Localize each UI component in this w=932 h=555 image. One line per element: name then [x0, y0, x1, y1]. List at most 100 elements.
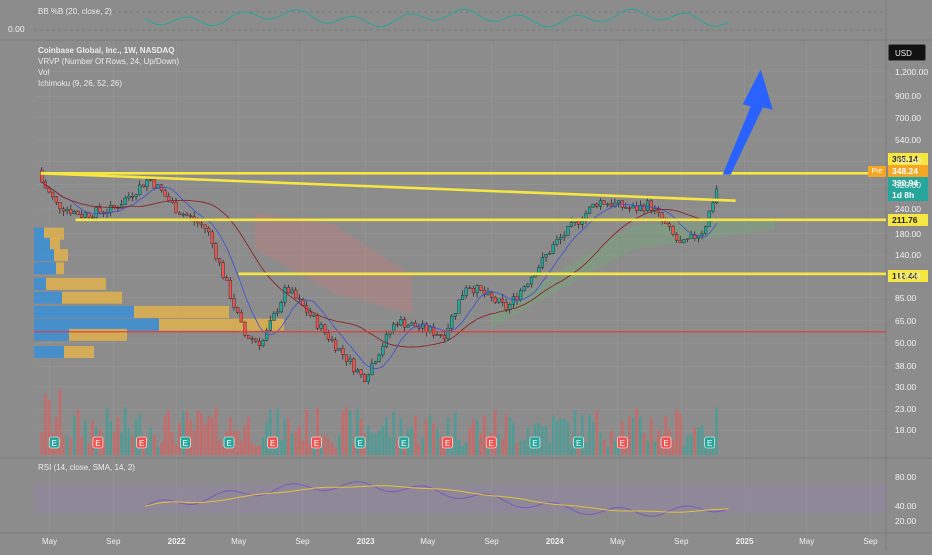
earnings-marker: E	[617, 436, 628, 449]
candle-body	[624, 207, 628, 209]
ichimoku-legend[interactable]: Ichimoku (9, 26, 52, 26)	[38, 79, 123, 88]
volume-bar	[40, 432, 44, 455]
candle-body	[714, 188, 719, 204]
symbol-title[interactable]: Coinbase Global, Inc., 1W, NASDAQ	[38, 46, 175, 55]
candle-body	[700, 233, 704, 236]
volume-bar	[562, 418, 566, 455]
volume-bar	[595, 410, 599, 455]
volume-bar	[112, 432, 116, 455]
earnings-marker: E	[267, 436, 279, 449]
volume-bar	[330, 443, 334, 455]
vrvp-legend[interactable]: VRVP (Number Of Rows, 24, Up/Down)	[38, 57, 180, 66]
candle-body	[119, 204, 124, 209]
candle-body	[395, 323, 399, 326]
candle-body	[468, 287, 472, 290]
earnings-marker: E	[529, 436, 541, 449]
candle-body	[471, 288, 476, 294]
candle-body	[69, 209, 73, 214]
volume-bar	[134, 419, 138, 455]
y-tick-label: 110.00	[895, 270, 921, 281]
ichimoku-conversion-line	[41, 181, 717, 370]
volume-bar	[145, 441, 149, 455]
candle-body	[210, 231, 214, 244]
y-tick-label: 23.00	[895, 404, 917, 415]
x-tick-label: Sep	[295, 537, 310, 546]
vol-legend[interactable]: Vol	[38, 68, 50, 77]
volume-bar	[631, 417, 635, 455]
volume-bar	[247, 417, 250, 455]
candle-body	[178, 212, 182, 215]
volume-bar	[323, 434, 327, 455]
volume-bar	[141, 446, 145, 455]
volume-bar	[377, 430, 381, 455]
earnings-marker: E	[180, 436, 191, 449]
volume-bar	[326, 438, 330, 455]
volume-bar	[348, 410, 352, 455]
candle-body	[616, 200, 621, 204]
ichimoku-base-line	[41, 181, 717, 348]
candle-body	[635, 205, 639, 211]
volume-bar	[577, 441, 581, 455]
candle-body	[312, 315, 316, 317]
volume-bar	[305, 410, 308, 455]
volume-bar	[374, 433, 377, 455]
earnings-marker: E	[442, 436, 453, 449]
volume-bar	[308, 443, 312, 455]
earnings-marker-box	[660, 436, 672, 449]
volume-profile-bar	[34, 277, 46, 290]
volume-bar	[156, 446, 160, 455]
candle-body	[515, 296, 519, 301]
volume-bar	[715, 407, 718, 455]
volume-bar	[341, 412, 345, 455]
candle-body	[439, 334, 443, 336]
volume-bar	[457, 439, 461, 455]
candle-body	[337, 348, 341, 351]
volume-bar	[591, 422, 595, 455]
currency-button[interactable]: USD	[888, 44, 926, 61]
volume-bar	[388, 436, 392, 455]
volume-bar	[428, 415, 432, 455]
earnings-marker-box	[617, 436, 628, 449]
candle-body	[145, 179, 149, 188]
candle-body	[682, 239, 686, 243]
y-tick-label: 30.00	[895, 381, 917, 392]
bb-percent-line	[144, 8, 729, 28]
volume-bar	[435, 429, 439, 455]
candle-body	[457, 299, 461, 314]
candle-body	[413, 322, 418, 328]
candle-body	[98, 207, 102, 213]
volume-bar	[69, 437, 73, 455]
volume-bar	[276, 408, 279, 455]
candle-body	[76, 211, 80, 216]
volume-bar	[265, 421, 269, 455]
candle-body	[555, 239, 559, 245]
volume-bar	[163, 416, 167, 455]
candle-body	[123, 197, 127, 205]
candle-body	[185, 213, 189, 216]
earnings-marker: E	[573, 436, 584, 449]
candle-body	[373, 361, 378, 364]
candle-body	[693, 234, 697, 239]
candle-body	[381, 346, 385, 356]
volume-bar	[700, 425, 704, 455]
volume-profile-bar	[34, 305, 134, 318]
volume-bar	[250, 442, 254, 455]
earnings-marker-box	[529, 436, 541, 449]
candle-body	[399, 318, 403, 326]
volume-bar	[464, 442, 468, 455]
volume-bar	[439, 437, 443, 455]
candle-body	[417, 326, 421, 329]
candle-body	[591, 203, 595, 208]
earnings-marker-label: E	[663, 439, 668, 448]
y-tick-label: 180.00	[895, 228, 921, 239]
volume-bar	[370, 432, 374, 455]
ichimoku-cloud	[491, 218, 776, 328]
volume-bar	[178, 422, 182, 455]
earnings-marker-label: E	[270, 439, 275, 448]
candle-body	[246, 335, 251, 339]
trend-line	[40, 172, 736, 202]
candle-body	[606, 203, 610, 206]
projection-arrow	[722, 69, 773, 175]
candle-body	[341, 348, 345, 355]
